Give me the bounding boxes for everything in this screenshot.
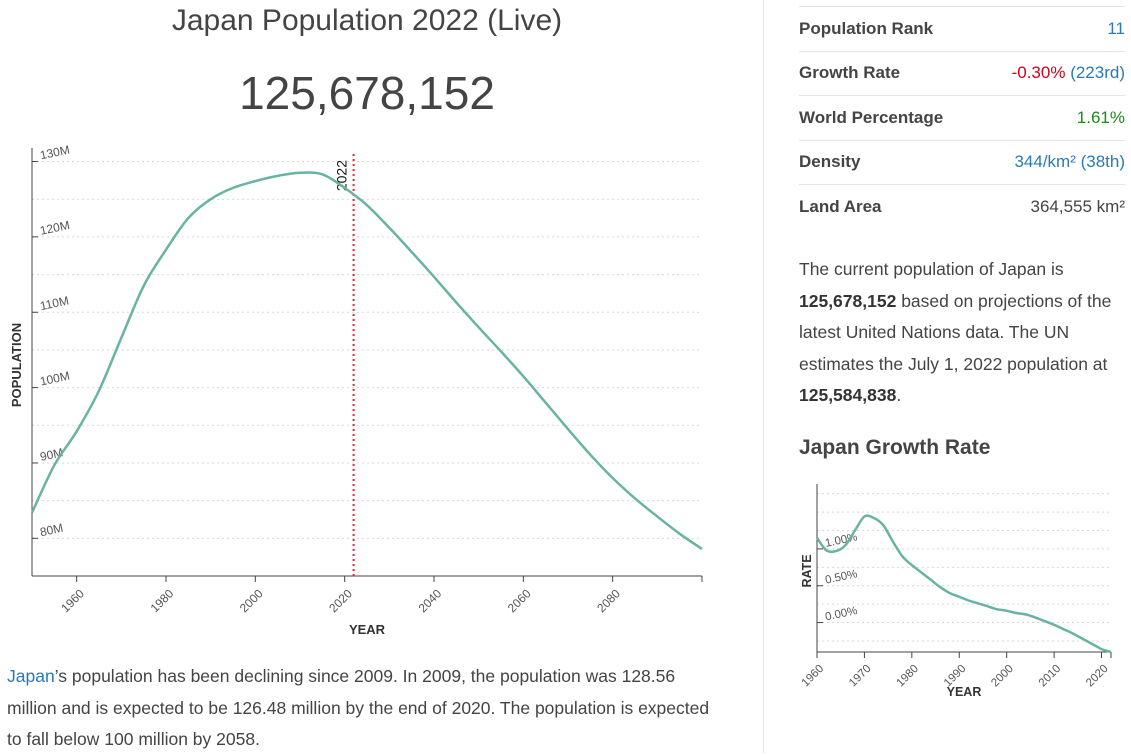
main-column: Japan Population 2022 (Live) 125,678,152…: [7, 4, 722, 756]
stat-label: Land Area: [799, 184, 982, 229]
summary-text-3: .: [896, 385, 902, 405]
y-tick-label: 130M: [39, 143, 71, 163]
x-tick-label: 2040: [416, 586, 445, 615]
density-value: 344/km² (38th): [1014, 152, 1125, 172]
series-line: [815, 514, 1112, 654]
x-tick-label: 1960: [800, 663, 827, 690]
y-axis-label: RATE: [800, 554, 814, 587]
x-tick-label: 1960: [58, 586, 87, 615]
stat-row-land-area: Land Area 364,555 km²: [799, 184, 1126, 229]
stat-label: Growth Rate: [799, 50, 982, 96]
stat-row-population-rank: Population Rank 11: [799, 6, 1125, 51]
summary-current-population: 125,678,152: [799, 290, 897, 311]
stat-row-growth-rate: Growth Rate -0.30% (223rd): [799, 50, 1125, 96]
x-tick-label: 2020: [326, 586, 355, 615]
y-tick-label: 80M: [39, 521, 65, 540]
x-tick-label: 1980: [148, 586, 177, 615]
x-tick-label: 2060: [505, 586, 534, 615]
summary-un-estimate: 125,584,838: [799, 385, 897, 405]
stat-value: 344/km² (38th): [981, 139, 1125, 185]
x-tick-label: 2020: [1084, 663, 1111, 690]
population-rank-value: 11: [1107, 18, 1125, 38]
description-text: ’s population has been declining since 2…: [7, 666, 710, 749]
stat-row-world-percentage: World Percentage 1.61%: [799, 95, 1125, 140]
land-area-value: 364,555 km²: [1030, 196, 1126, 216]
growth-rate-heading: Japan Growth Rate: [799, 436, 991, 459]
y-tick-label: 0.00%: [824, 605, 858, 624]
summary-text-2: based on projections of the latest Unite…: [799, 290, 1112, 374]
page-title: Japan Population 2022 (Live): [171, 4, 563, 37]
stat-value: 11: [981, 6, 1125, 51]
growth-rate-rank: (223rd): [1070, 63, 1125, 83]
growth-rate-chart: 0.00%0.50%1.00%1960 1970 1980 1990 2000 2010 2…: [800, 484, 1112, 699]
y-axis-label: POPULATION: [9, 323, 24, 407]
stats-table: Population Rank 11 Growth Rate -0.30% (2…: [799, 6, 1125, 229]
world-percentage-value: 1.61%: [1076, 107, 1125, 127]
x-tick-label: 2000: [237, 586, 266, 615]
y-tick-label: 110M: [39, 293, 70, 313]
stat-label: Population Rank: [799, 6, 982, 51]
y-tick-label: 100M: [39, 369, 71, 389]
x-tick-label: 1980: [894, 663, 921, 690]
live-population-counter: 125,678,152: [239, 67, 495, 119]
stat-value: -0.30% (223rd): [981, 50, 1125, 96]
y-tick-label: 0.50%: [824, 568, 858, 587]
stat-value: 1.61%: [981, 95, 1125, 140]
x-axis-label: YEAR: [947, 685, 982, 699]
summary-text-1: The current population of Japan is: [799, 259, 1064, 279]
japan-link[interactable]: Japan: [7, 666, 55, 686]
population-description: Japan’s population has been declining si…: [7, 661, 722, 756]
y-tick-label: 120M: [39, 218, 71, 238]
stat-value: 364,555 km²: [981, 184, 1126, 229]
series-line: [30, 171, 703, 550]
x-tick-label: 2080: [594, 586, 623, 615]
sidebar: Population Rank 11 Growth Rate -0.30% (2…: [763, 0, 1131, 753]
stat-label: Density: [799, 139, 982, 185]
x-axis-label: YEAR: [349, 622, 386, 637]
growth-rate-value: -0.30%: [1011, 63, 1066, 83]
x-tick-label: 2000: [989, 663, 1016, 690]
population-summary: The current population of Japan is 125,6…: [799, 254, 1124, 412]
stat-label: World Percentage: [799, 95, 982, 140]
x-tick-label: 1970: [847, 663, 874, 690]
stat-row-density: Density 344/km² (38th): [799, 139, 1125, 185]
x-tick-label: 2010: [1037, 663, 1064, 690]
